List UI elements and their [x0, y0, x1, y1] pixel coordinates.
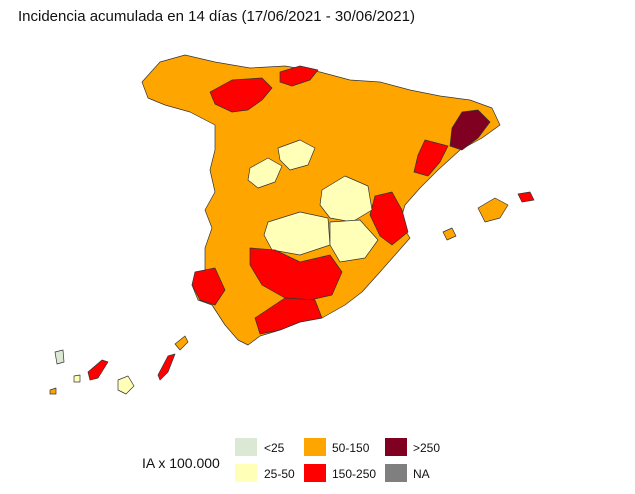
province-valladolid [247, 157, 283, 189]
legend-swatch-lt25 [235, 438, 257, 456]
island-lapalma [54, 349, 65, 365]
legend-label-na: NA [413, 467, 430, 481]
island-ibiza [442, 227, 457, 241]
legend-label-gt250: >250 [413, 441, 441, 455]
legend-swatch-50-150 [304, 438, 326, 456]
province-cordoba-jaen [249, 247, 343, 301]
province-cantabria [279, 65, 319, 87]
map-title: Incidencia acumulada en 14 días (17/06/2… [18, 8, 415, 25]
island-lanzarote [174, 335, 189, 351]
province-barcelona [449, 109, 491, 151]
province-albacete [329, 219, 379, 263]
island-grancanaria [117, 375, 135, 395]
island-hierro [49, 387, 57, 395]
province-huelva [191, 267, 226, 306]
legend-swatch-gt250 [385, 438, 407, 456]
province-burgos [277, 139, 316, 171]
province-granada-malaga [254, 297, 323, 335]
province-cuenca [319, 175, 373, 223]
island-mallorca [477, 197, 509, 223]
legend-label-25-50: 25-50 [264, 467, 295, 481]
legend-swatch-25-50 [235, 464, 257, 482]
province-toledo-ciudadreal [263, 211, 331, 256]
island-gomera [73, 374, 81, 383]
province-valencia [369, 191, 409, 246]
island-fuerteventura [157, 353, 176, 381]
legend-swatch-150-250 [304, 464, 326, 482]
legend-swatch-na [385, 464, 407, 482]
legend-label-lt25: <25 [264, 441, 285, 455]
legend-label-150-250: 150-250 [332, 467, 377, 481]
province-tarragona [413, 139, 449, 177]
island-tenerife [87, 359, 109, 381]
province-asturias [209, 77, 273, 113]
island-menorca [517, 191, 535, 203]
legend-title: IA x 100.000 [142, 455, 220, 471]
legend-label-50-150: 50-150 [332, 441, 370, 455]
